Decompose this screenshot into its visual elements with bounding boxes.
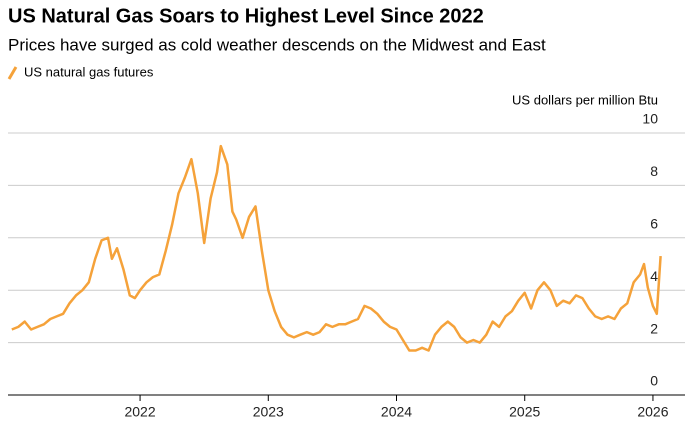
x-tick-label: 2025 xyxy=(509,404,540,420)
legend-swatch xyxy=(7,66,18,80)
y-tick-label: 2 xyxy=(650,320,658,336)
y-tick-label: 6 xyxy=(650,216,658,232)
x-tick-label: 2026 xyxy=(637,404,668,420)
y-tick-label: 8 xyxy=(650,163,658,179)
chart-title: US Natural Gas Soars to Highest Level Si… xyxy=(8,5,484,27)
x-tick-label: 2024 xyxy=(381,404,412,420)
y-tick-label: 4 xyxy=(650,268,658,284)
x-tick-label: 2022 xyxy=(124,404,155,420)
y-axis-label: US dollars per million Btu xyxy=(512,92,658,107)
y-tick-label: 0 xyxy=(650,373,658,389)
y-tick-label: 10 xyxy=(642,111,658,127)
chart-subtitle: Prices have surged as cold weather desce… xyxy=(8,35,546,54)
legend-label: US natural gas futures xyxy=(24,64,154,79)
x-tick-label: 2023 xyxy=(253,404,284,420)
price-line xyxy=(11,144,662,352)
